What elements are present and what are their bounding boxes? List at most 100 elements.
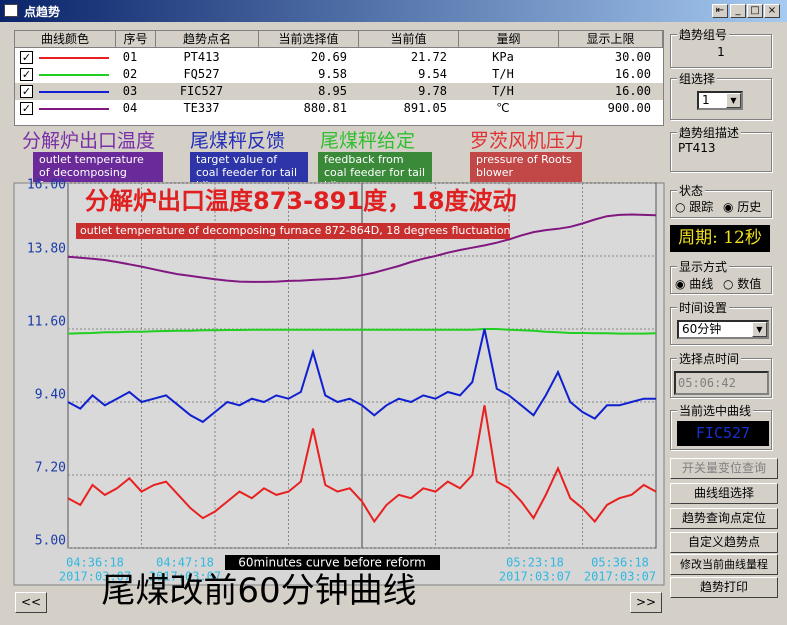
annotation-zh: 罗茨风机压力: [470, 130, 585, 152]
line-swatch: [39, 57, 109, 59]
group-no-box: 趋势组号 1: [670, 26, 772, 68]
window-title: 点趋势: [24, 5, 61, 19]
group-select-box: 组选择 1 ▼: [670, 70, 772, 120]
table-cell: ℃: [496, 101, 510, 115]
group-label: 趋势组号: [677, 26, 730, 43]
selected-row: [15, 83, 663, 100]
table-cell: 20.69: [310, 50, 347, 64]
minimize-button[interactable]: _: [730, 4, 746, 18]
annotation-zh: 尾煤秤反馈: [190, 130, 286, 152]
button[interactable]: 趋势打印: [670, 577, 778, 598]
display-box: 显示方式 ◉ 曲线 ○ 数值: [670, 258, 772, 294]
dropdown-arrow: ▼: [752, 322, 767, 337]
restore-button[interactable]: ⇤: [712, 4, 728, 18]
button[interactable]: 趋势查询点定位: [670, 508, 778, 529]
maximize-button[interactable]: □: [747, 4, 763, 18]
annotation-en: feedback from coal feeder for tail kiln: [318, 152, 432, 182]
table-cell: 9.78: [418, 84, 447, 98]
y-tick-label: 7.20: [35, 461, 66, 476]
table-cell: 891.05: [403, 101, 447, 115]
radio-label: 跟踪: [689, 200, 714, 214]
table-cell: 02: [122, 67, 138, 81]
group-select[interactable]: 1 ▼: [697, 91, 743, 110]
close-button[interactable]: ×: [764, 4, 780, 18]
table-cell: 21.72: [410, 50, 447, 64]
select-value: 60分钟: [682, 322, 722, 336]
annotation-zh: 尾煤秤给定: [320, 130, 416, 152]
point-time-box: 选择点时间 05:06:42: [670, 350, 772, 398]
table-cell: FQ527: [183, 67, 220, 81]
column-header: 序号: [116, 31, 156, 48]
line-swatch: [39, 108, 109, 110]
x-tick-date: 2017:03:07: [59, 570, 131, 584]
table-cell: 30.00: [614, 50, 651, 64]
dropdown-arrow: ▼: [726, 93, 741, 108]
radio[interactable]: ○ 数值: [723, 277, 762, 291]
table-cell: 16.00: [614, 67, 651, 81]
prev-button[interactable]: <<: [15, 592, 47, 613]
current-curve-box: 当前选中曲线 FIC527: [670, 402, 772, 450]
table-cell: PT413: [183, 50, 220, 64]
button[interactable]: 修改当前曲线量程: [670, 554, 778, 575]
radio[interactable]: ◉ 历史: [723, 200, 762, 214]
column-header: 显示上限: [559, 31, 663, 48]
table-cell: 04: [122, 101, 138, 115]
subtitle-box: [225, 555, 440, 570]
time-box: 时间设置 60分钟 ▼: [670, 299, 772, 345]
table-cell: 880.81: [303, 101, 347, 115]
x-tick-date: 2017:03:07: [149, 570, 221, 584]
checkbox: ✓: [20, 68, 33, 81]
series-line: [67, 328, 657, 335]
button[interactable]: 自定义趋势点: [670, 532, 778, 553]
caption: 尾煤改前60分钟曲线: [101, 571, 417, 611]
y-tick-label: 13.80: [27, 242, 66, 257]
table-cell: FIC527: [179, 84, 224, 98]
table-cell: 01: [122, 50, 138, 64]
x-tick-date: 2017:03:07: [499, 570, 571, 584]
column-header: 曲线颜色: [15, 31, 116, 48]
column-header: 当前值: [359, 31, 459, 48]
select-value: 1: [702, 93, 710, 107]
x-tick-label: 05:36:18: [591, 556, 649, 570]
radio[interactable]: ○ 跟踪: [675, 200, 714, 214]
annotation-en: outlet temperature of decomposing furnac…: [33, 152, 163, 182]
line-swatch: [39, 74, 109, 76]
group-desc: PT413: [678, 141, 716, 155]
state-box: 状态 ○ 跟踪 ◉ 历史: [670, 182, 772, 218]
y-tick-label: 16.00: [27, 178, 66, 193]
chart-annotation: 分解炉出口温度873-891度，18度波动: [85, 187, 517, 215]
y-tick-label: 9.40: [35, 388, 66, 403]
radio[interactable]: ◉ 曲线: [675, 277, 714, 291]
table-cell: 8.95: [318, 84, 347, 98]
chart-annotation: outlet temperature of decomposing furnac…: [80, 224, 511, 237]
series-line: [67, 213, 657, 283]
button[interactable]: 曲线组选择: [670, 483, 778, 504]
next-button[interactable]: >>: [630, 592, 662, 613]
group-label: 组选择: [677, 70, 718, 87]
group-no: 1: [717, 45, 725, 59]
line-swatch: [39, 91, 109, 93]
y-tick-label: 11.60: [27, 315, 66, 330]
group-label: 选择点时间: [677, 350, 742, 367]
current-curve: FIC527: [677, 421, 769, 446]
x-tick-label: 04:47:18: [156, 556, 214, 570]
annotation-zh: 分解炉出口温度: [22, 130, 156, 152]
annotation-en: target value of coal feeder for tail kil…: [190, 152, 308, 182]
radio-label: 数值: [737, 277, 762, 291]
point-time: 05:06:42: [674, 371, 769, 395]
column-header: 趋势点名: [156, 31, 259, 48]
table-cell: 9.58: [318, 67, 347, 81]
group-label: 趋势组描述: [677, 124, 742, 141]
title-bar: 点趋势: [0, 0, 787, 22]
x-tick-date: 2017:03:07: [584, 570, 656, 584]
app-icon: [4, 4, 18, 17]
table-cell: 9.54: [418, 67, 447, 81]
time-select[interactable]: 60分钟 ▼: [677, 320, 769, 339]
checkbox: ✓: [20, 51, 33, 64]
group-label: 当前选中曲线: [677, 402, 754, 419]
chart-subtitle: 60minutes curve before reform: [238, 556, 426, 570]
table-cell: T/H: [492, 67, 514, 81]
radio-label: 曲线: [689, 277, 714, 291]
table-cell: KPa: [492, 50, 514, 64]
